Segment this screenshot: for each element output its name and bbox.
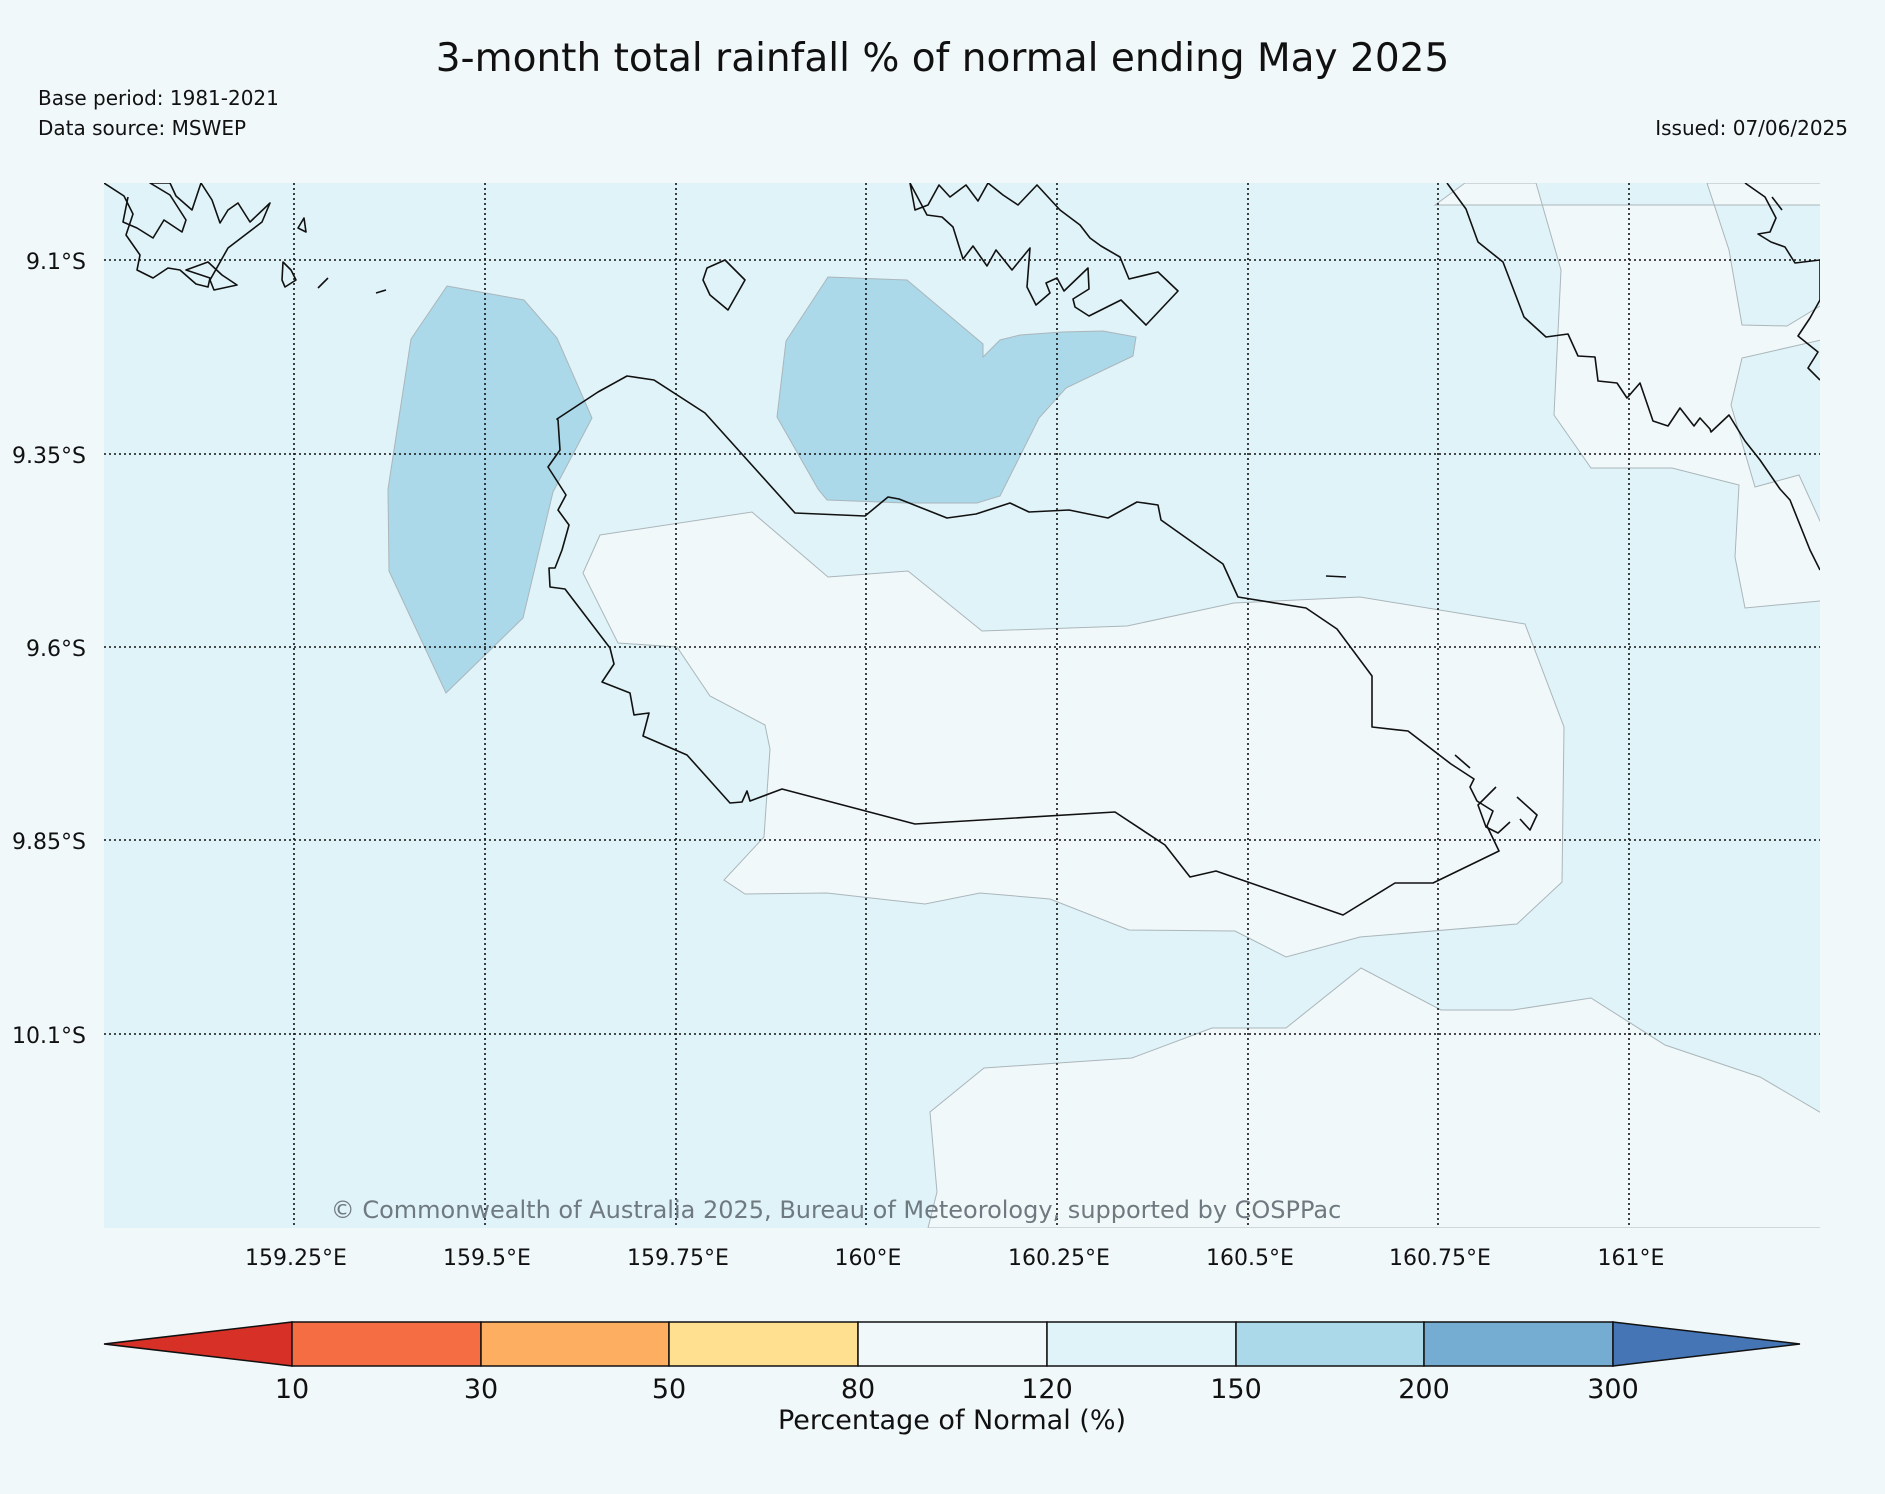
coastline-malaita-east [1797,299,1820,381]
colorbar-tick-label: 80 [841,1374,875,1405]
lon-label: 161°E [1598,1246,1665,1271]
base-period-label: Base period: 1981-2021 [38,86,279,110]
colorbar-cell [1423,1321,1614,1367]
lat-label: 9.1°S [26,250,86,275]
colorbar: 10 30 50 80 120 150 200 300 Percentage o… [103,1321,1801,1436]
colorbar-tick-label: 120 [1021,1374,1073,1405]
lon-label: 159.5°E [443,1246,531,1271]
lat-label: 9.85°S [12,830,86,855]
coastline-nw-reef-1 [317,277,329,289]
coastline-guadalcanal [547,375,1500,916]
colorbar-labels: 10 30 50 80 120 150 200 300 [275,1374,1639,1405]
coastline-islet-reef [1325,575,1347,578]
coastline-islet-north [702,259,746,311]
lon-label: 159.25°E [245,1246,347,1271]
colorbar-cell [1235,1321,1425,1367]
colorbar-tick-label: 50 [652,1374,686,1405]
lon-label: 159.75°E [627,1246,729,1271]
coastline-ne-reef [1771,196,1783,211]
colorbar-cell [291,1321,482,1367]
colorbar-tick-label: 150 [1210,1374,1262,1405]
copyright-notice: © Commonwealth of Australia 2025, Bureau… [331,1196,1342,1224]
coastline-ne-islands [1744,183,1820,300]
lat-label: 9.6°S [26,637,86,662]
lat-label: 9.35°S [12,444,86,469]
graticule [104,183,1820,1228]
coastlines [104,183,1820,916]
colorbar-tick-label: 30 [464,1374,498,1405]
lon-label: 160°E [835,1246,902,1271]
rain-band-150-200-west [387,285,593,694]
coastline-malaita [1446,183,1820,571]
lat-label: 10.1°S [12,1024,86,1049]
coastline-marau-islets [1454,754,1538,834]
longitude-labels: 159.25°E 159.5°E 159.75°E 160°E 160.25°E… [245,1246,1664,1271]
colorbar-title: Percentage of Normal (%) [778,1405,1126,1436]
lon-label: 160.5°E [1206,1246,1294,1271]
colorbar-tick-label: 300 [1587,1374,1639,1405]
lon-label: 160.75°E [1389,1246,1491,1271]
rain-band-80-120-central [582,511,1565,958]
map-area [104,183,1820,1228]
chart-title: 3-month total rainfall % of normal endin… [435,36,1450,81]
rain-band-80-120-south [927,967,1820,1228]
colorbar-extension-low [103,1321,293,1367]
colorbar-tick-label: 10 [275,1374,309,1405]
colorbar-cells [103,1321,1801,1367]
colorbar-cell [857,1321,1048,1367]
colorbar-extension-high [1612,1321,1801,1367]
colorbar-tick-label: 200 [1398,1374,1450,1405]
lon-label: 160.25°E [1008,1246,1110,1271]
issued-date-label: Issued: 07/06/2025 [1655,116,1848,140]
rain-band-80-120-east [1433,183,1820,609]
colorbar-cell [1046,1321,1237,1367]
colorbar-cell [480,1321,670,1367]
coastline-nw-reef-3 [297,217,307,233]
coastline-nw-islet [281,261,297,288]
coastline-nw-islands [104,183,271,291]
coastline-nw-reef-2 [375,289,387,294]
latitude-labels: 9.1°S 9.35°S 9.6°S 9.85°S 10.1°S [12,250,86,1049]
data-source-label: Data source: MSWEP [38,116,247,140]
colorbar-cell [668,1321,859,1367]
coastline-florida-islands [909,183,1179,326]
